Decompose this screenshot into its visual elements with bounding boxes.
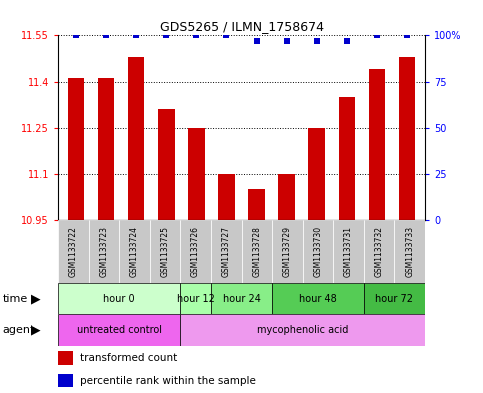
Point [253,38,260,44]
Bar [339,97,355,220]
Point [313,38,321,44]
Bar [278,174,295,220]
Text: GSM1133722: GSM1133722 [69,226,78,277]
Text: GSM1133730: GSM1133730 [313,226,323,277]
Bar [248,189,265,220]
Bar [398,57,415,220]
Bar [88,220,119,283]
Bar [119,220,150,283]
Text: hour 24: hour 24 [223,294,260,304]
Text: hour 72: hour 72 [375,294,413,304]
Bar [369,69,385,220]
Bar [272,283,364,314]
Bar [272,220,303,283]
Bar [188,128,205,220]
Bar [395,220,425,283]
Text: GSM1133731: GSM1133731 [344,226,353,277]
Title: GDS5265 / ILMN_1758674: GDS5265 / ILMN_1758674 [159,20,324,33]
Text: ▶: ▶ [31,292,41,305]
Bar [58,220,88,283]
Text: hour 48: hour 48 [299,294,337,304]
Point [373,32,381,39]
Text: time: time [2,294,28,304]
Bar [180,220,211,283]
Bar [364,220,395,283]
Text: GSM1133723: GSM1133723 [99,226,108,277]
Text: GSM1133725: GSM1133725 [160,226,170,277]
Point [343,38,351,44]
Text: GSM1133727: GSM1133727 [222,226,231,277]
Text: GSM1133728: GSM1133728 [252,226,261,277]
Bar [158,109,174,220]
Text: mycophenolic acid: mycophenolic acid [257,325,348,335]
Bar [309,128,325,220]
Text: hour 0: hour 0 [103,294,135,304]
Bar [211,220,242,283]
Bar [98,79,114,220]
Bar [303,220,333,283]
Bar [242,220,272,283]
Bar [58,314,180,346]
Text: GSM1133733: GSM1133733 [405,226,414,277]
Text: GSM1133724: GSM1133724 [130,226,139,277]
Bar [364,283,425,314]
Point [162,32,170,39]
Point [72,32,80,39]
Text: GSM1133732: GSM1133732 [375,226,384,277]
Text: GSM1133729: GSM1133729 [283,226,292,277]
Bar [180,283,211,314]
Bar [150,220,180,283]
Point [132,32,140,39]
Bar [211,283,272,314]
Text: ▶: ▶ [31,323,41,337]
Text: hour 12: hour 12 [177,294,214,304]
Text: transformed count: transformed count [80,353,177,363]
Text: agent: agent [2,325,35,335]
Bar [58,374,72,387]
Bar [68,79,85,220]
Point [403,32,411,39]
Point [193,32,200,39]
Bar [180,314,425,346]
Text: percentile rank within the sample: percentile rank within the sample [80,376,256,386]
Bar [333,220,364,283]
Bar [218,174,235,220]
Bar [58,351,72,365]
Point [223,32,230,39]
Text: GSM1133726: GSM1133726 [191,226,200,277]
Point [283,38,290,44]
Text: untreated control: untreated control [77,325,162,335]
Bar [58,283,180,314]
Bar [128,57,144,220]
Point [102,32,110,39]
